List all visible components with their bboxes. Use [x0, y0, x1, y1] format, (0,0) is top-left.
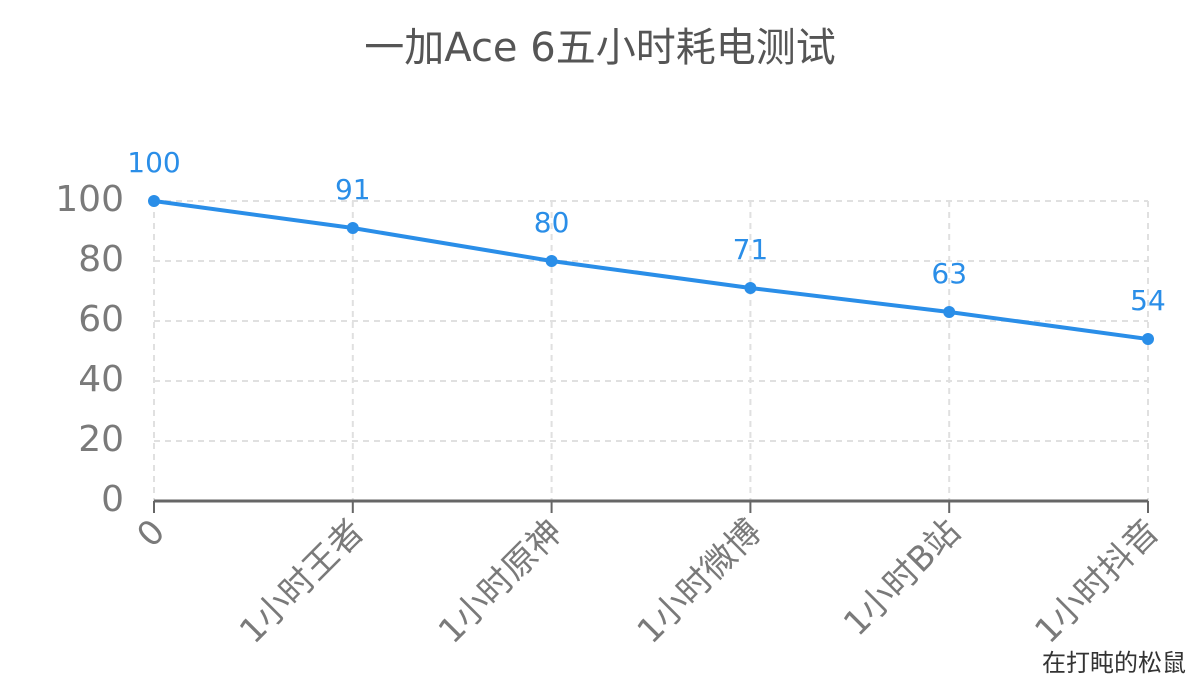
- data-label: 54: [1130, 284, 1166, 317]
- point: [545, 255, 558, 267]
- watermark: 在打盹的松鼠: [1042, 649, 1186, 677]
- x-tick-label: 1小时原神: [431, 512, 571, 652]
- data-label: 100: [127, 146, 180, 179]
- data-label: 80: [534, 206, 570, 239]
- x-tick-label: 1小时抖音: [1027, 512, 1167, 652]
- chart-title: 一加Ace 6五小时耗电测试: [364, 25, 835, 71]
- x-tick-label: 1小时王者: [232, 512, 372, 652]
- x-tick-label: 1小时B站: [836, 512, 968, 644]
- data-label: 71: [733, 233, 769, 266]
- x-tick-label: 0: [129, 512, 173, 556]
- point: [346, 222, 359, 234]
- y-tick-label: 100: [55, 179, 124, 220]
- point: [744, 282, 757, 294]
- y-tick-label: 40: [78, 359, 124, 400]
- y-tick-label: 0: [101, 479, 124, 520]
- data-label: 63: [931, 257, 967, 290]
- x-tick-label: 1小时微博: [630, 512, 770, 652]
- point: [943, 306, 956, 318]
- y-tick-label: 60: [78, 299, 124, 340]
- y-tick-label: 20: [78, 419, 124, 460]
- point: [148, 195, 160, 207]
- point: [1142, 333, 1154, 345]
- data-label: 91: [335, 173, 371, 206]
- y-tick-label: 80: [78, 239, 124, 280]
- line: [153, 199, 1149, 341]
